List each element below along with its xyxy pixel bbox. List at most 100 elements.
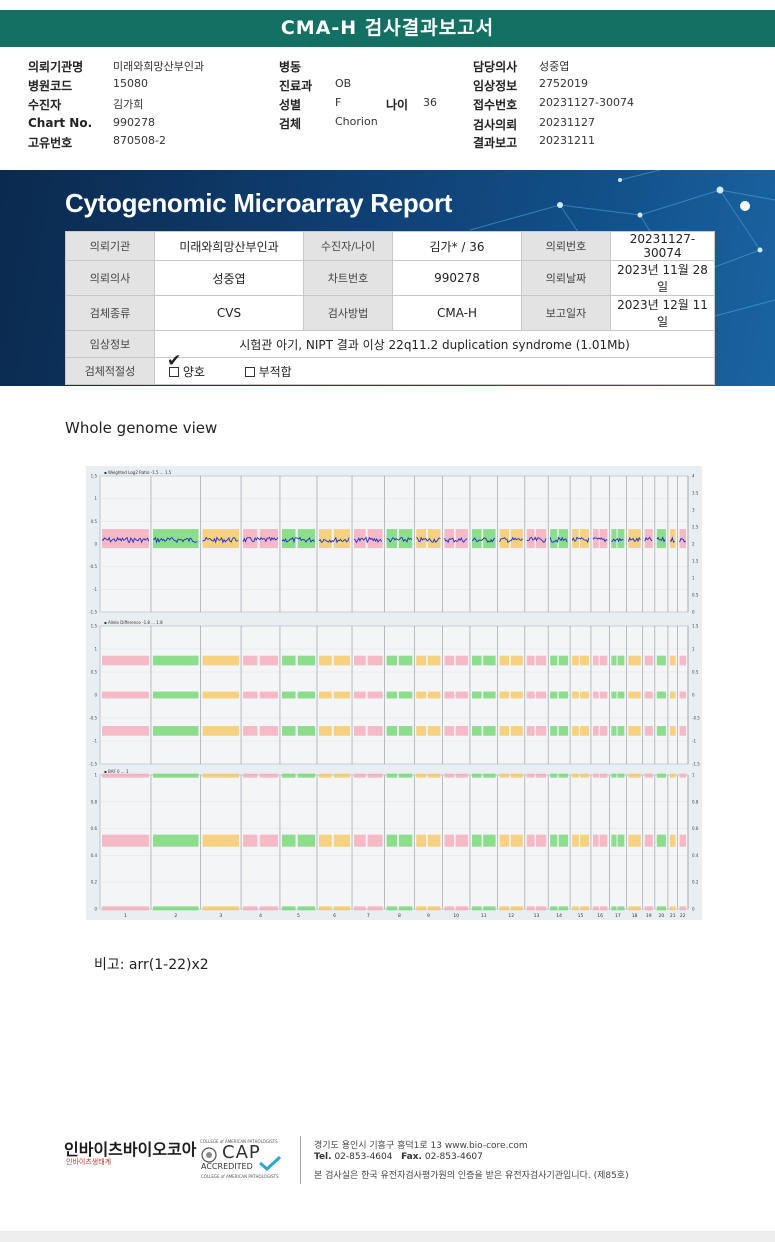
data-band xyxy=(102,834,149,847)
data-band xyxy=(398,906,413,911)
data-band xyxy=(259,655,278,666)
tick-label-left: 1.5 xyxy=(91,474,98,479)
data-band xyxy=(444,655,455,666)
data-band xyxy=(536,529,547,549)
value-department: OB xyxy=(335,77,352,90)
footer: 인바이츠바이오코아 인바이츠생태계 COLLEGE of AMERICAN PA… xyxy=(0,1130,775,1190)
log2-ratio-trace xyxy=(202,536,239,544)
inadequate-option: 부적합 xyxy=(244,363,292,380)
data-band xyxy=(656,834,666,847)
label-department: 진료과 xyxy=(279,79,313,93)
data-band xyxy=(386,906,398,911)
data-band xyxy=(354,655,366,666)
data-band xyxy=(471,529,482,549)
data-band xyxy=(526,529,535,549)
data-band xyxy=(550,726,558,736)
data-band xyxy=(354,529,366,549)
data-band xyxy=(550,773,558,778)
data-band xyxy=(427,906,441,911)
data-band xyxy=(319,726,332,736)
data-band xyxy=(669,834,676,847)
data-band xyxy=(281,691,296,699)
data-band xyxy=(259,691,278,699)
data-band xyxy=(558,655,569,666)
footer-contact: Tel. 02-853-4604 Fax. 02-853-4607 xyxy=(314,1152,483,1162)
page-bottom-strip xyxy=(0,1231,775,1242)
data-band xyxy=(599,529,608,549)
data-band xyxy=(243,773,258,778)
data-band xyxy=(644,834,653,847)
label-hospital-code: 병원코드 xyxy=(28,79,73,93)
data-band xyxy=(297,529,316,549)
log2-ratio-trace xyxy=(611,537,624,543)
data-band xyxy=(656,529,666,549)
data-band xyxy=(558,691,569,699)
data-band xyxy=(536,691,547,699)
tick-label-right: 2.5 xyxy=(692,525,699,530)
data-band xyxy=(499,529,510,549)
log2-ratio-trace xyxy=(153,536,198,544)
data-band xyxy=(455,655,468,666)
data-band xyxy=(152,773,199,778)
value-sex: F xyxy=(335,96,342,109)
data-band xyxy=(499,773,510,778)
data-band xyxy=(669,655,676,666)
log2-ratio-trace xyxy=(592,537,608,543)
data-band xyxy=(679,655,686,666)
data-band xyxy=(398,691,413,699)
value-patient: 김가희 xyxy=(113,98,144,111)
data-band xyxy=(536,834,547,847)
label-age: 나이 xyxy=(386,98,409,112)
tick-label-left: 1 xyxy=(94,496,97,501)
panel-label: ▪ Allele Difference -1.8 ... 1.8 xyxy=(104,620,163,625)
data-band xyxy=(354,834,366,847)
data-band xyxy=(628,655,641,666)
tel-value: 02-853-4604 xyxy=(334,1152,393,1162)
cell-inst-label: 의뢰기관 xyxy=(65,231,155,261)
value-institution: 미래와희망산부인과 xyxy=(113,60,205,73)
cell-inst: 미래와희망산부인과 xyxy=(154,231,304,261)
tel-label: Tel. xyxy=(314,1152,332,1162)
data-band xyxy=(427,834,441,847)
value-age: 36 xyxy=(423,96,437,109)
value-doctor: 성중엽 xyxy=(539,60,570,73)
data-band xyxy=(367,655,383,666)
cell-reqdate: 2023년 11월 28일 xyxy=(610,260,715,296)
log2-ratio-trace xyxy=(353,536,382,544)
tick-label-right: 0.5 xyxy=(692,593,699,598)
log2-ratio-trace xyxy=(101,536,150,544)
log2-ratio-trace xyxy=(281,536,315,544)
data-band xyxy=(102,773,149,778)
data-band xyxy=(499,834,510,847)
chromosome-label: 11 xyxy=(481,913,487,919)
chromosome-label: 16 xyxy=(597,913,603,919)
cell-doctor: 성중엽 xyxy=(154,260,304,296)
data-band xyxy=(297,773,316,778)
data-band xyxy=(483,726,496,736)
tick-label-right: 4 xyxy=(692,474,695,479)
tick-label-left: 1 xyxy=(94,647,97,652)
data-band xyxy=(427,726,441,736)
data-band xyxy=(526,655,535,666)
data-band xyxy=(386,773,398,778)
data-band xyxy=(611,834,617,847)
data-band xyxy=(617,906,625,911)
data-band xyxy=(455,773,468,778)
checkbox-unchecked xyxy=(244,367,255,377)
data-band xyxy=(367,834,383,847)
data-band xyxy=(644,726,653,736)
value-report-date: 20231211 xyxy=(539,134,595,147)
data-band xyxy=(444,726,455,736)
data-band xyxy=(367,529,383,549)
cell-adequacy-label: 검체적절성 xyxy=(65,357,155,385)
tick-label-right: 0.6 xyxy=(692,826,699,831)
fax-label: Fax. xyxy=(401,1152,422,1162)
data-band xyxy=(259,529,278,549)
data-band xyxy=(611,691,617,699)
data-band xyxy=(572,726,579,736)
data-band xyxy=(471,691,482,699)
data-band xyxy=(599,655,608,666)
data-band xyxy=(243,655,258,666)
data-band xyxy=(510,655,523,666)
data-band xyxy=(550,906,558,911)
